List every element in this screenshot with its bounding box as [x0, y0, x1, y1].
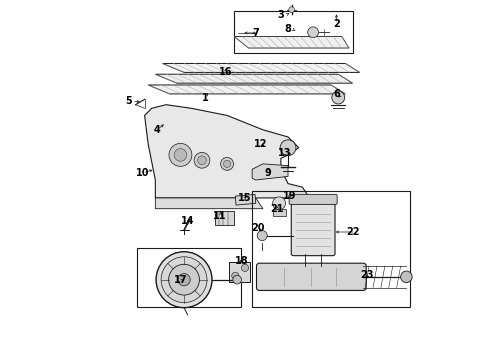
Circle shape: [257, 230, 267, 240]
Text: 14: 14: [181, 216, 195, 226]
Text: 11: 11: [213, 211, 227, 221]
Circle shape: [169, 264, 199, 295]
Text: 2: 2: [333, 19, 340, 29]
Text: 10: 10: [136, 168, 149, 178]
Polygon shape: [163, 63, 360, 72]
Bar: [229, 262, 250, 282]
Circle shape: [156, 252, 212, 308]
Polygon shape: [148, 85, 345, 94]
Text: 17: 17: [173, 275, 187, 285]
Circle shape: [272, 197, 286, 210]
Text: 8: 8: [285, 24, 292, 35]
Text: 1: 1: [202, 93, 209, 103]
Text: 3: 3: [277, 10, 284, 20]
Circle shape: [280, 140, 296, 156]
Text: 9: 9: [265, 168, 271, 178]
Polygon shape: [235, 194, 256, 205]
Text: 21: 21: [270, 204, 284, 214]
Bar: [137, 248, 242, 307]
Text: 6: 6: [333, 89, 340, 99]
Text: 5: 5: [125, 96, 132, 106]
Bar: [252, 191, 410, 307]
Text: 12: 12: [254, 139, 268, 149]
Polygon shape: [155, 198, 263, 209]
Circle shape: [223, 160, 231, 167]
Text: 19: 19: [283, 191, 296, 201]
Text: 13: 13: [278, 148, 291, 158]
Polygon shape: [234, 37, 349, 48]
Circle shape: [178, 274, 190, 286]
Bar: [272, 210, 286, 216]
Circle shape: [169, 143, 192, 166]
Bar: [234, 12, 353, 53]
Circle shape: [194, 152, 210, 168]
Circle shape: [197, 156, 206, 165]
Text: 23: 23: [360, 270, 374, 280]
Circle shape: [401, 271, 412, 283]
Text: 7: 7: [252, 28, 259, 38]
Text: 4: 4: [154, 125, 161, 135]
Circle shape: [242, 264, 248, 271]
FancyBboxPatch shape: [289, 194, 337, 204]
Text: 22: 22: [346, 227, 359, 237]
Text: 15: 15: [238, 193, 252, 203]
Text: 18: 18: [235, 256, 248, 266]
FancyBboxPatch shape: [256, 263, 366, 291]
Polygon shape: [252, 164, 288, 180]
Polygon shape: [155, 74, 353, 83]
Text: 20: 20: [251, 224, 264, 233]
Polygon shape: [145, 105, 310, 198]
Circle shape: [233, 275, 242, 284]
Circle shape: [161, 257, 207, 303]
Circle shape: [308, 27, 319, 38]
Bar: [215, 211, 234, 225]
Circle shape: [174, 149, 187, 161]
Circle shape: [289, 7, 294, 13]
Text: 16: 16: [219, 67, 232, 77]
Circle shape: [220, 157, 234, 170]
FancyBboxPatch shape: [291, 201, 335, 256]
Circle shape: [332, 91, 344, 104]
Circle shape: [232, 272, 239, 279]
